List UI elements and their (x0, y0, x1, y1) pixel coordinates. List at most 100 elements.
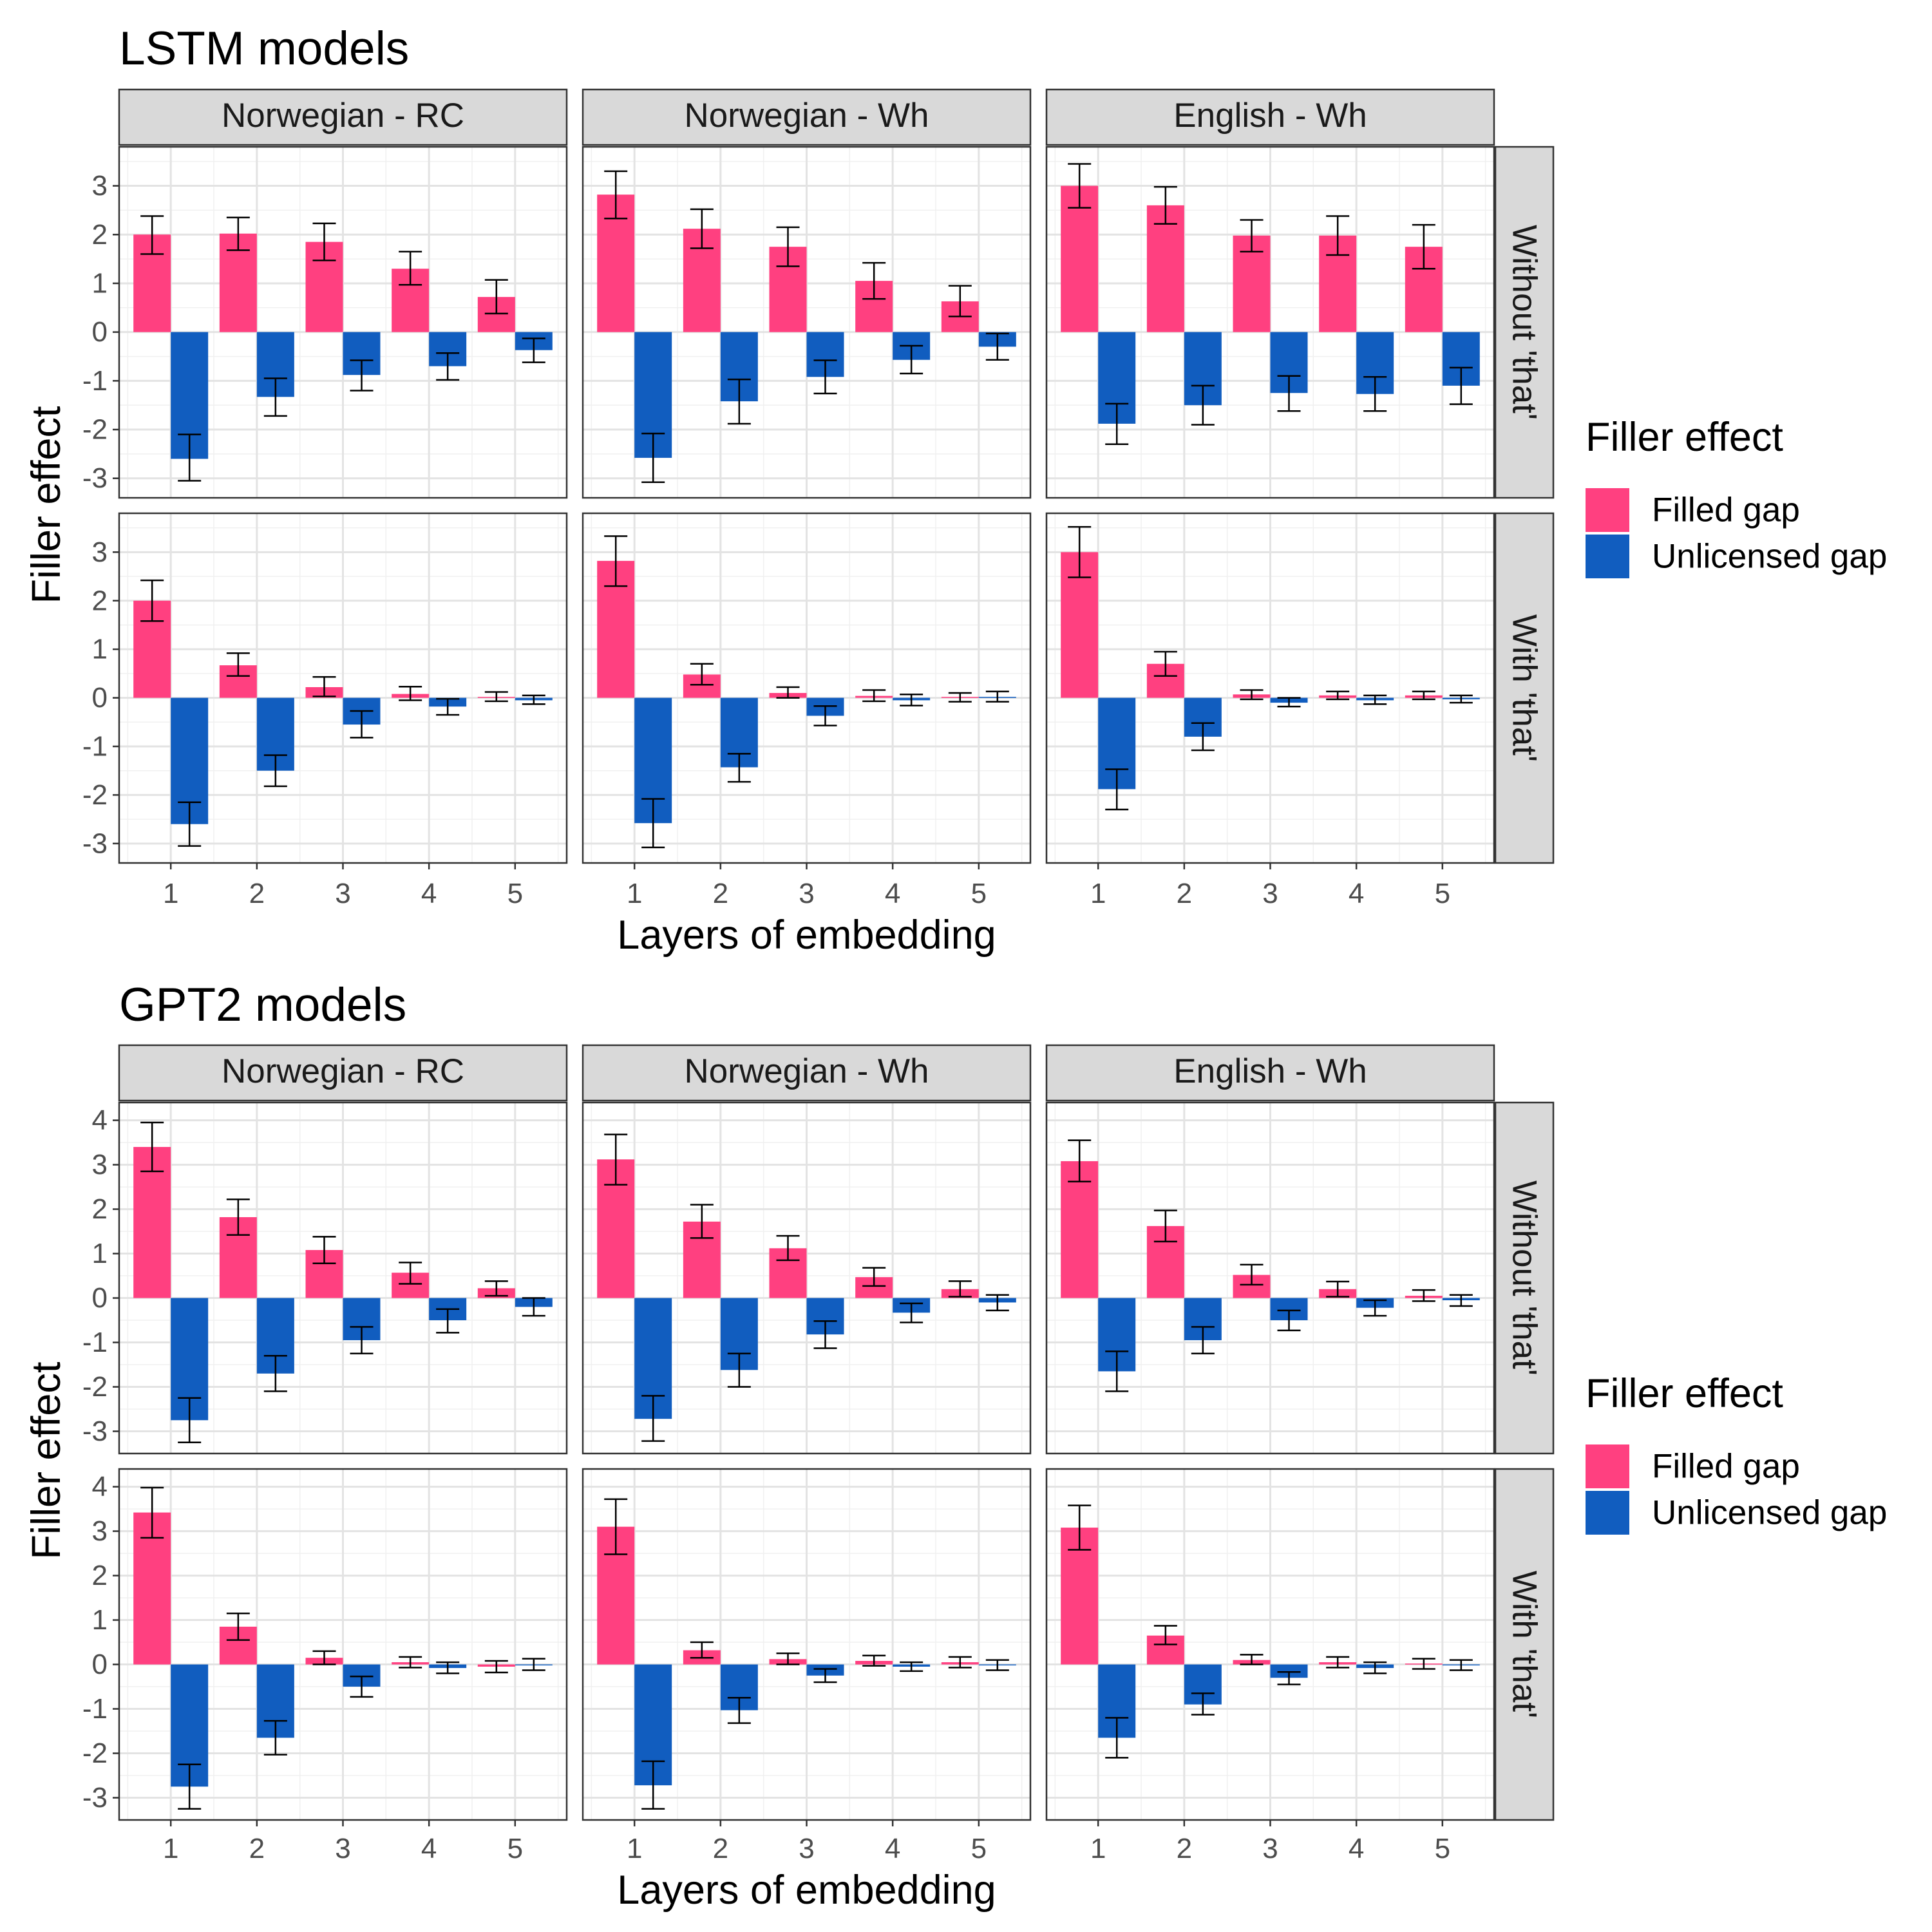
y-tick-label: 4 (92, 1104, 108, 1136)
legend-key (1586, 1444, 1629, 1488)
column-facet-strip (1045, 1044, 1495, 1102)
y-axis-title: Filler effect (24, 406, 69, 603)
error-bar (1153, 185, 1177, 225)
legend-key (1586, 535, 1629, 578)
x-tick-label: 3 (335, 1833, 350, 1864)
error-bar (1068, 1139, 1092, 1183)
y-tick-label: 3 (92, 1515, 108, 1547)
facet-panel (582, 1468, 1032, 1821)
x-tick-label: 4 (1349, 878, 1364, 909)
column-facet-label: Norwegian - RC (222, 1052, 464, 1090)
error-bar (1277, 697, 1301, 708)
error-bar (1449, 366, 1473, 405)
error-bar (1068, 526, 1092, 578)
error-bar (1277, 375, 1301, 412)
error-bar (985, 1294, 1009, 1312)
x-tick-label: 1 (1090, 878, 1106, 909)
error-bar (727, 378, 751, 425)
error-bar (226, 1612, 250, 1641)
error-bar (1412, 1289, 1435, 1302)
x-axis-title: Layers of embedding (617, 913, 996, 958)
error-bar (641, 1395, 665, 1442)
error-bar (178, 1397, 202, 1443)
error-bar (1191, 384, 1215, 426)
facet-panel (1045, 146, 1495, 499)
error-bar (985, 1659, 1009, 1671)
y-tick-label: -2 (82, 1738, 108, 1769)
error-bar (690, 663, 714, 686)
error-bar (1412, 223, 1435, 270)
legend-key (1586, 1491, 1629, 1535)
error-bar (776, 226, 800, 267)
error-bar (140, 1121, 164, 1173)
error-bar (350, 1675, 374, 1698)
column-facet-strip (582, 1044, 1032, 1102)
error-bar (1412, 1658, 1435, 1670)
x-tick-label: 1 (627, 1833, 642, 1864)
error-bar (813, 705, 837, 726)
y-tick-label: 0 (92, 316, 108, 348)
error-bar (226, 652, 250, 677)
error-bar (140, 215, 164, 255)
y-tick-label: -3 (82, 828, 108, 859)
panel-border (582, 1101, 1032, 1455)
error-bar (350, 359, 374, 392)
error-bar (1363, 1299, 1387, 1317)
y-tick-label: -3 (82, 1782, 108, 1814)
error-bar (1105, 1350, 1129, 1392)
error-bar (484, 279, 508, 315)
error-bar (178, 801, 202, 847)
y-tick-label: 3 (92, 536, 108, 568)
error-bar (312, 1236, 336, 1264)
error-bar (727, 1352, 751, 1388)
facet-panel (1045, 1101, 1495, 1455)
error-bar (1105, 1717, 1129, 1759)
y-tick-label: -2 (82, 414, 108, 446)
chart-title: GPT2 models (119, 979, 406, 1031)
row-facet-strip (1494, 512, 1555, 864)
error-bar (522, 1658, 545, 1671)
y-tick-label: 2 (92, 219, 108, 251)
column-facet-strip (582, 88, 1032, 146)
bar-unlicensed-gap (1270, 1664, 1308, 1678)
error-bar (140, 579, 164, 622)
x-tick-label: 5 (1435, 1833, 1450, 1864)
error-bar (813, 359, 837, 395)
error-bar (263, 1719, 287, 1756)
row-facet-strip (1494, 1468, 1555, 1821)
error-bar (1326, 690, 1350, 701)
bar-filled-gap (1061, 1161, 1099, 1298)
row-facet-label: With 'that' (1506, 614, 1544, 762)
legend-title: Filler effect (1586, 415, 1783, 460)
error-bar (436, 697, 460, 716)
legend: Filler effect Filled gap Unlicensed gap (1586, 1371, 1887, 1535)
y-tick-label: 2 (92, 585, 108, 616)
legend-title: Filler effect (1586, 1371, 1783, 1416)
error-bar (226, 1198, 250, 1236)
y-tick-label: 4 (92, 1471, 108, 1502)
error-bar (1153, 650, 1177, 677)
error-bar (263, 1354, 287, 1392)
x-tick-label: 2 (249, 1833, 265, 1864)
y-tick-label: -2 (82, 779, 108, 811)
error-bar (604, 535, 628, 587)
error-bar (399, 251, 422, 286)
error-bar (641, 432, 665, 484)
x-tick-label: 4 (421, 878, 437, 909)
error-bar (484, 1660, 508, 1674)
x-tick-label: 5 (1435, 878, 1450, 909)
error-bar (1240, 689, 1264, 701)
row-facet-label: With 'that' (1506, 1571, 1544, 1718)
chart-title: LSTM models (119, 23, 409, 75)
facet-panel (118, 1468, 568, 1821)
error-bar (948, 692, 972, 703)
error-bar (900, 1302, 923, 1323)
facet-panel (118, 1101, 568, 1455)
error-bar (1153, 1625, 1177, 1645)
error-bar (1240, 1264, 1264, 1286)
error-bar (1449, 694, 1473, 704)
error-bar (690, 208, 714, 249)
x-tick-label: 2 (713, 1833, 728, 1864)
column-facet-label: Norwegian - Wh (685, 97, 929, 135)
